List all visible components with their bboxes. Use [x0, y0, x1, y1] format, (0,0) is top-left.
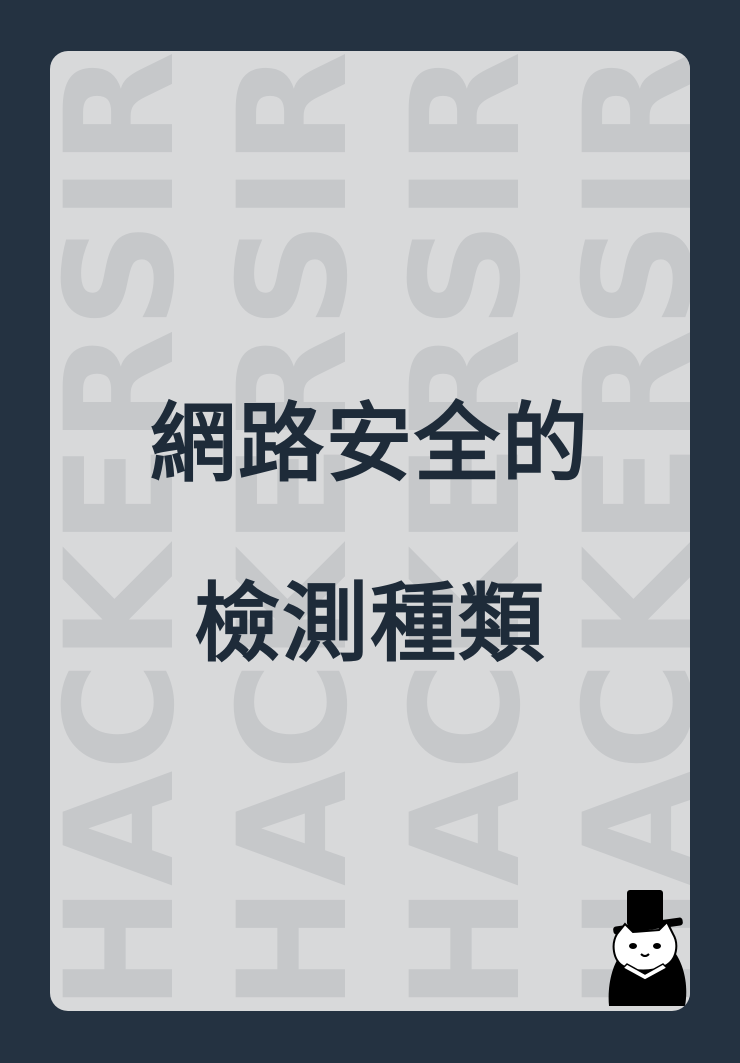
- watermark-column-text: HACKERSIR: [553, 51, 690, 1011]
- mascot-cat-top-hat-icon: [608, 890, 687, 1006]
- title-line-1: 網路安全的: [150, 394, 590, 494]
- watermark-column-text: HACKERSIR: [380, 51, 554, 1011]
- cover-card: HACKERSIR HACKERSIR HACKERSIR HACKERSIR 網路安…: [50, 51, 690, 1011]
- watermark-pattern: HACKERSIR HACKERSIR HACKERSIR HACKERSIR: [50, 51, 690, 1011]
- watermark-column-text: HACKERSIR: [50, 51, 208, 1011]
- title-line-2: 檢測種類: [194, 574, 546, 674]
- watermark-column-text: HACKERSIR: [207, 51, 381, 1011]
